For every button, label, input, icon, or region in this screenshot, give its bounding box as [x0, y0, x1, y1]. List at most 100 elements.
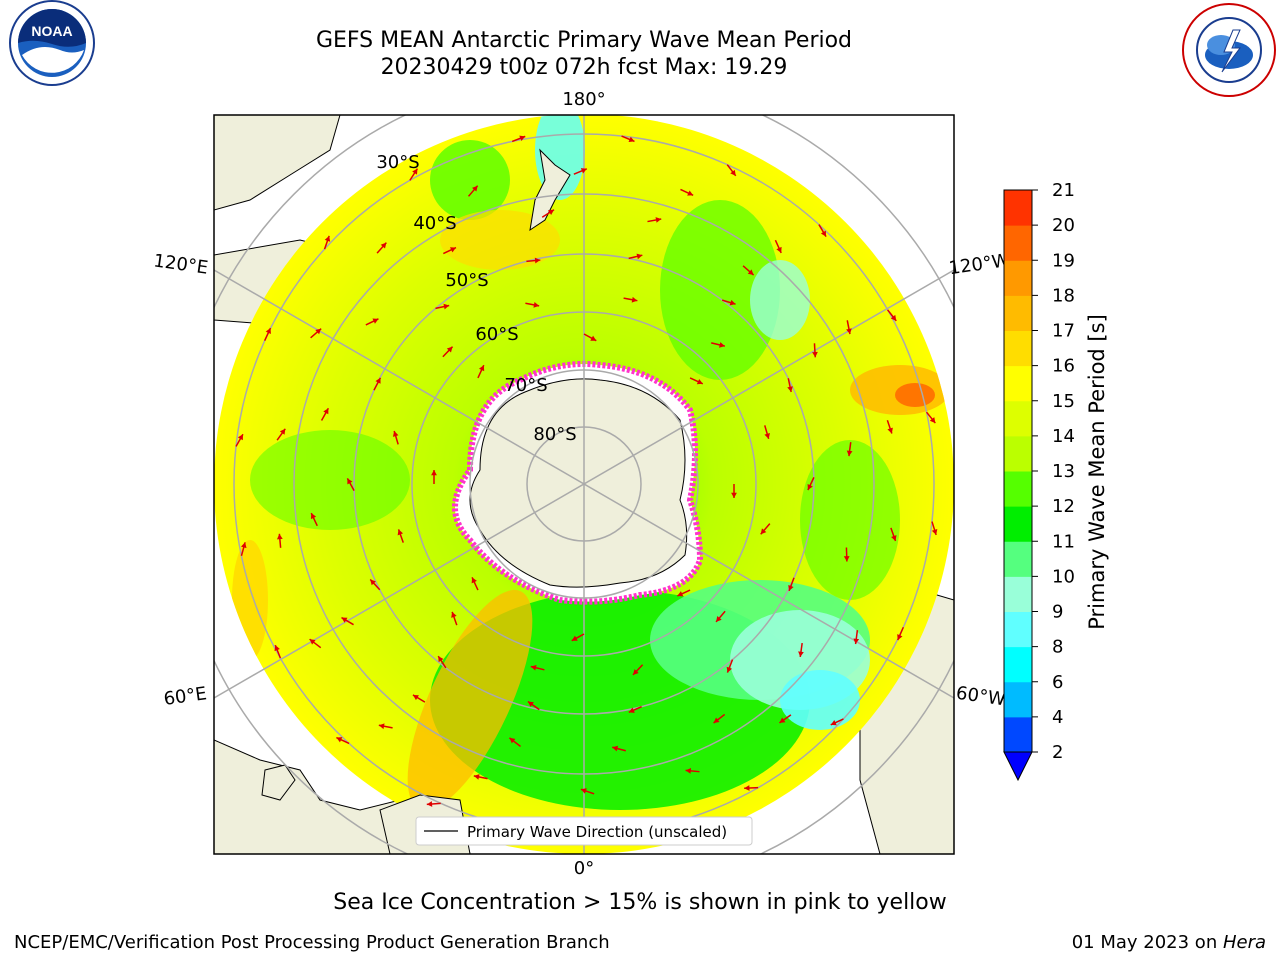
colorbar-tick-label: 10	[1052, 566, 1075, 587]
colorbar-tick-label: 21	[1052, 180, 1075, 201]
colorbar-segment	[1004, 365, 1032, 402]
wave-arrow-head	[431, 470, 437, 476]
colorbar-segment	[1004, 611, 1032, 648]
wave-arrow-head	[764, 432, 770, 439]
land-madagascar	[261, 764, 296, 801]
colorbar-tick-label: 8	[1052, 637, 1063, 658]
wave-arrow-head	[472, 185, 478, 192]
wave-arrow-head	[580, 788, 587, 794]
wave-arrow-head	[240, 542, 247, 549]
map-subtitle: 20230429 t00z 072h fcst Max: 19.29	[380, 55, 788, 80]
wave-arrow-head	[449, 247, 456, 253]
wave-arrow-head	[820, 230, 827, 237]
svg-text:NOAA: NOAA	[31, 23, 72, 39]
map-frame-content	[214, 115, 954, 854]
colorbar-tick-label: 13	[1052, 461, 1075, 482]
wave-arrow-head	[530, 664, 537, 671]
wave-arrow-head	[548, 209, 555, 215]
wave-arrow-head	[744, 785, 750, 791]
wave-arrow-head	[370, 579, 376, 586]
wave-arrow-head	[347, 478, 353, 485]
colorbar-tick-label: 14	[1052, 426, 1075, 447]
wave-arrow-head	[685, 767, 692, 774]
wave-arrow-head	[929, 417, 936, 424]
wave-arrow-head	[446, 346, 453, 353]
wave-arrow-head	[713, 717, 720, 723]
wave-arrow-head	[237, 434, 243, 441]
wave-arrow-head	[887, 427, 893, 434]
colorbar-tick-label: 4	[1052, 707, 1063, 728]
wave-arrow-head	[760, 528, 767, 535]
wave-arrow-head	[798, 651, 804, 657]
graticule	[214, 115, 954, 854]
colorbar-segment	[1004, 225, 1032, 261]
wave-arrow-head	[779, 717, 786, 723]
wave-arrow-head	[719, 342, 725, 348]
lon-label-120w: 120°W	[947, 250, 1011, 279]
lat-label-60s: 60°S	[475, 324, 518, 345]
colorbar-segment	[1004, 190, 1032, 226]
colorbar-segment	[1004, 435, 1032, 472]
wave-arrow-head	[309, 639, 316, 645]
wave-arrow-head	[451, 611, 457, 618]
wave-arrow-head	[323, 408, 329, 415]
wave-arrow-head	[687, 190, 694, 196]
wave-arrow-head	[571, 635, 578, 641]
footer-date-text: 01 May 2023 on	[1071, 932, 1223, 953]
colorbar-tick-label: 19	[1052, 250, 1075, 271]
colorbar-tick-label: 6	[1052, 672, 1063, 693]
wave-arrow-head	[478, 365, 485, 372]
land-new-zealand	[529, 148, 571, 232]
national-weather-service-logo	[1178, 0, 1280, 100]
wave-arrow-head	[533, 302, 540, 308]
wave-arrow-head	[438, 656, 444, 663]
lon-label-120e: 120°E	[152, 250, 209, 278]
footer-date: 01 May 2023 on Hera	[1072, 932, 1266, 953]
wave-arrow-head	[341, 617, 348, 623]
wave-arrow-head	[392, 430, 399, 437]
wave-arrow-head	[265, 328, 271, 335]
colorbar-segment	[1004, 330, 1032, 367]
lat-label-50s: 50°S	[445, 270, 488, 291]
wave-arrow-head	[830, 720, 837, 726]
colorbar-segment	[1004, 260, 1032, 296]
footer-branch: NCEP/EMC/Verification Post Processing Pr…	[14, 932, 610, 953]
wave-arrow-head	[696, 378, 703, 385]
colorbar-extend-arrow	[1003, 751, 1033, 782]
map-legend: Primary Wave Direction (unscaled)	[415, 816, 753, 846]
colorbar-tick-label: 15	[1052, 391, 1075, 412]
wave-arrow-head	[631, 296, 638, 303]
noaa-logo: NOAA	[0, 0, 104, 86]
wave-arrow-head	[412, 168, 418, 175]
wave-arrow-head	[426, 801, 433, 807]
wave-arrow-head	[677, 591, 684, 597]
wave-arrow-head	[787, 386, 793, 392]
wave-arrow-head	[628, 707, 635, 713]
land-corner-nw	[214, 115, 341, 211]
land-antarctica	[469, 378, 688, 588]
sea-ice-edge	[452, 361, 704, 605]
wave-arrow-head	[443, 303, 450, 310]
wave-arrow-head	[716, 616, 722, 622]
wave-direction-arrows	[235, 135, 938, 837]
map-title: GEFS MEAN Antarctic Primary Wave Mean Pe…	[315, 28, 853, 53]
lon-label-60e: 60°E	[162, 683, 208, 710]
wave-arrow-head	[372, 318, 379, 324]
colorbar: 2 4 6 8 9 10 11 12 13 14 15 16 17 18 19 20 21	[1003, 180, 1075, 782]
wave-arrow-head	[628, 136, 635, 143]
colorbar-tick-label: 17	[1052, 321, 1075, 342]
wave-arrow-head	[891, 535, 897, 542]
colorbar-tick-label: 11	[1052, 531, 1075, 552]
wave-arrow-head	[612, 745, 619, 752]
wave-arrow-head	[730, 169, 736, 176]
wave-arrow-head	[776, 246, 782, 253]
colorbar-tick-label: 9	[1052, 602, 1063, 623]
wave-arrow-head	[509, 737, 516, 744]
lat-label-80s: 80°S	[533, 424, 576, 445]
wave-arrow-head	[580, 168, 587, 174]
lat-label-70s: 70°S	[504, 375, 547, 396]
wave-arrow-head	[655, 217, 662, 223]
lat-label-40s: 40°S	[413, 213, 456, 234]
lon-label-60w: 60°W	[955, 683, 1007, 711]
